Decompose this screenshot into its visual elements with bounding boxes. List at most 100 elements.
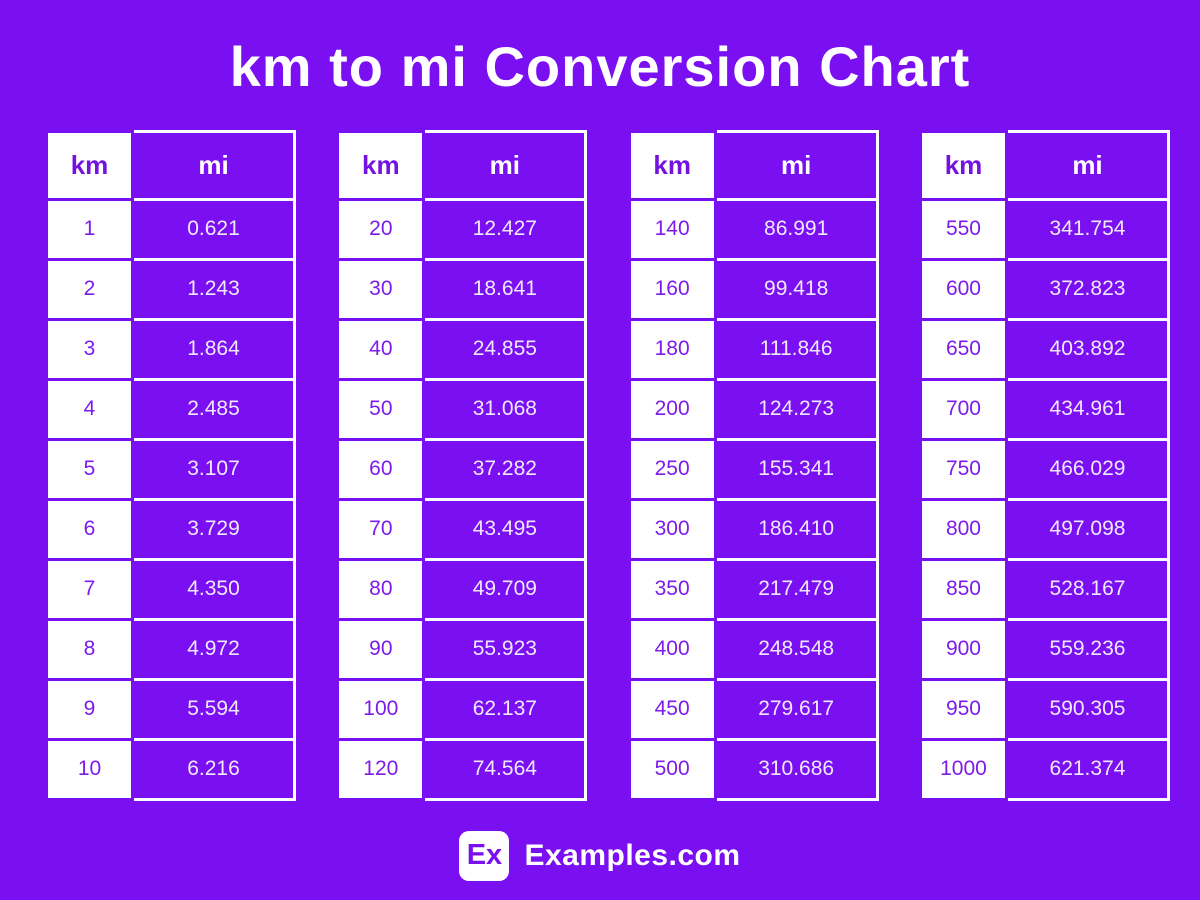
km-cell: 100	[336, 677, 426, 741]
mi-cell: 6.216	[131, 737, 296, 801]
header-row: km mi	[336, 129, 588, 201]
mi-cell: 3.729	[131, 497, 296, 561]
km-cell: 650	[918, 317, 1008, 381]
table-row: 60 37.282	[336, 437, 588, 501]
km-cell: 200	[627, 377, 717, 441]
mi-cell: 111.846	[713, 317, 879, 381]
mi-cell: 217.479	[713, 557, 879, 621]
table-row: 9 5.594	[45, 677, 296, 741]
km-cell: 20	[336, 197, 426, 261]
table-row: 80 49.709	[336, 557, 588, 621]
km-header: km	[45, 129, 134, 201]
table-row: 20 12.427	[336, 197, 588, 261]
table-row: 1 0.621	[45, 197, 296, 261]
mi-cell: 124.273	[713, 377, 879, 441]
table-row: 40 24.855	[336, 317, 588, 381]
table-row: 6 3.729	[45, 497, 296, 561]
mi-header: mi	[713, 129, 879, 201]
km-cell: 6	[45, 497, 134, 561]
mi-cell: 621.374	[1004, 737, 1170, 801]
mi-cell: 24.855	[422, 317, 588, 381]
mi-cell: 466.029	[1004, 437, 1170, 501]
km-cell: 3	[45, 317, 134, 381]
km-cell: 900	[918, 617, 1008, 681]
conversion-table-2: km mi 20 12.427 30 18.641 40 24.855 50 31.068 60 37…	[336, 129, 588, 801]
mi-cell: 0.621	[131, 197, 296, 261]
mi-cell: 310.686	[713, 737, 879, 801]
km-cell: 8	[45, 617, 134, 681]
km-cell: 1	[45, 197, 134, 261]
km-cell: 140	[627, 197, 717, 261]
km-cell: 7	[45, 557, 134, 621]
header-row: km mi	[918, 129, 1170, 201]
table-row: 450 279.617	[627, 677, 879, 741]
mi-cell: 155.341	[713, 437, 879, 501]
table-row: 30 18.641	[336, 257, 588, 321]
km-cell: 80	[336, 557, 426, 621]
km-cell: 300	[627, 497, 717, 561]
km-cell: 450	[627, 677, 717, 741]
mi-cell: 434.961	[1004, 377, 1170, 441]
table-row: 300 186.410	[627, 497, 879, 561]
conversion-table-3: km mi 140 86.991 160 99.418 180 111.846 200 124.2…	[627, 129, 879, 801]
km-cell: 600	[918, 257, 1008, 321]
mi-cell: 62.137	[422, 677, 588, 741]
header-row: km mi	[45, 129, 296, 201]
mi-cell: 528.167	[1004, 557, 1170, 621]
km-cell: 70	[336, 497, 426, 561]
conversion-table-4: km mi 550 341.754 600 372.823 650 403.892 700 434…	[918, 129, 1170, 801]
mi-cell: 4.972	[131, 617, 296, 681]
mi-cell: 5.594	[131, 677, 296, 741]
table-row: 90 55.923	[336, 617, 588, 681]
table-row: 7 4.350	[45, 557, 296, 621]
mi-cell: 590.305	[1004, 677, 1170, 741]
table-row: 500 310.686	[627, 737, 879, 801]
mi-cell: 37.282	[422, 437, 588, 501]
table-row: 800 497.098	[918, 497, 1170, 561]
km-cell: 180	[627, 317, 717, 381]
km-cell: 4	[45, 377, 134, 441]
km-cell: 2	[45, 257, 134, 321]
mi-cell: 559.236	[1004, 617, 1170, 681]
brand-name: Examples.com	[524, 838, 741, 872]
km-cell: 120	[336, 737, 426, 801]
mi-cell: 49.709	[422, 557, 588, 621]
km-cell: 9	[45, 677, 134, 741]
mi-cell: 248.548	[713, 617, 879, 681]
km-cell: 30	[336, 257, 426, 321]
mi-cell: 99.418	[713, 257, 879, 321]
table-row: 200 124.273	[627, 377, 879, 441]
table-row: 100 62.137	[336, 677, 588, 741]
mi-cell: 55.923	[422, 617, 588, 681]
mi-cell: 186.410	[713, 497, 879, 561]
km-header: km	[918, 129, 1008, 201]
km-cell: 950	[918, 677, 1008, 741]
km-cell: 160	[627, 257, 717, 321]
km-cell: 700	[918, 377, 1008, 441]
table-row: 10 6.216	[45, 737, 296, 801]
mi-cell: 403.892	[1004, 317, 1170, 381]
km-cell: 1000	[918, 737, 1008, 801]
conversion-chart-page: km to mi Conversion Chart km mi 1 0.621 2 1.2…	[45, 35, 1170, 881]
mi-header: mi	[1004, 129, 1170, 201]
examples-logo-icon: Ex	[459, 830, 510, 881]
km-cell: 40	[336, 317, 426, 381]
table-row: 900 559.236	[918, 617, 1170, 681]
mi-cell: 86.991	[713, 197, 879, 261]
table-row: 700 434.961	[918, 377, 1170, 441]
mi-cell: 2.485	[131, 377, 296, 441]
mi-cell: 1.864	[131, 317, 296, 381]
table-row: 1000 621.374	[918, 737, 1170, 801]
table-row: 180 111.846	[627, 317, 879, 381]
mi-cell: 279.617	[713, 677, 879, 741]
table-row: 120 74.564	[336, 737, 588, 801]
km-cell: 250	[627, 437, 717, 501]
mi-cell: 497.098	[1004, 497, 1170, 561]
table-row: 140 86.991	[627, 197, 879, 261]
mi-cell: 43.495	[422, 497, 588, 561]
km-header: km	[627, 129, 717, 201]
header-row: km mi	[627, 129, 879, 201]
table-row: 750 466.029	[918, 437, 1170, 501]
page-title: km to mi Conversion Chart	[229, 35, 971, 98]
table-row: 160 99.418	[627, 257, 879, 321]
